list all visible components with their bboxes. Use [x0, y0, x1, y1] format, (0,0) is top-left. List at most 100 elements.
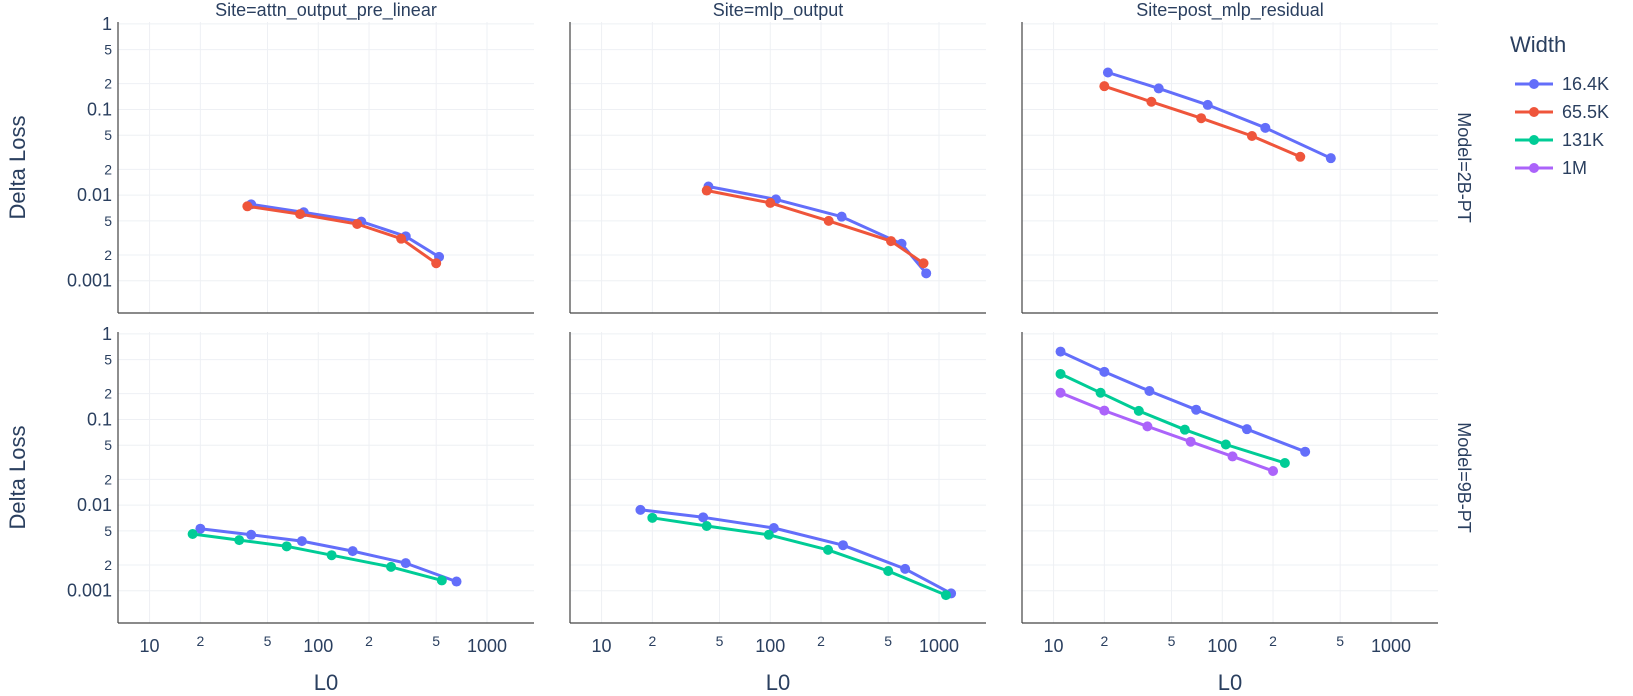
x-minor-tick-label: 2 [648, 633, 656, 649]
panel-r1-c2 [1021, 332, 1438, 624]
y-minor-tick-label: 2 [104, 471, 112, 487]
x-minor-tick-label: 5 [1336, 633, 1344, 649]
x-tick-label: 1000 [467, 636, 507, 656]
y-tick-label: 0.1 [87, 409, 112, 429]
data-point-16.4K [347, 546, 358, 557]
x-tick-label: 1000 [919, 636, 959, 656]
y-minor-tick-label: 2 [104, 76, 112, 92]
series-line-131K [652, 516, 947, 597]
data-point-1M [1055, 387, 1066, 398]
x-minor-tick-label: 2 [196, 633, 204, 649]
data-point-1M [1142, 421, 1153, 432]
data-point-65.5K [242, 201, 253, 212]
data-point-16.4K [400, 558, 411, 569]
data-point-65.5K [352, 218, 363, 229]
column-title: Site=mlp_output [713, 0, 844, 21]
legend-label: 16.4K [1562, 74, 1609, 94]
y-minor-tick-label: 2 [104, 386, 112, 402]
data-point-131K [1095, 387, 1106, 398]
series-line-65.5K [706, 189, 925, 265]
x-axis-title: L0 [766, 670, 790, 695]
x-tick-label: 1000 [1371, 636, 1411, 656]
series-line-16.4K [1059, 350, 1306, 454]
y-tick-label: 0.1 [87, 99, 112, 119]
data-point-65.5K [886, 236, 897, 247]
data-point-1M [1099, 405, 1110, 416]
x-tick-label: 10 [140, 636, 160, 656]
y-axis-title: Delta Loss [5, 116, 30, 220]
data-point-65.5K [396, 233, 407, 244]
data-point-16.4K [1055, 346, 1066, 357]
data-point-131K [187, 528, 198, 539]
series-line-1M [1059, 391, 1274, 473]
data-point-131K [234, 535, 245, 546]
data-point-16.4K [900, 563, 911, 574]
x-axis-title: L0 [314, 670, 338, 695]
x-minor-tick-label: 5 [264, 633, 272, 649]
y-tick-label: 1 [102, 14, 112, 34]
panel-r0-c2 [1021, 22, 1438, 314]
data-point-1M [1268, 466, 1279, 477]
data-point-131K [326, 550, 337, 561]
x-minor-tick-label: 2 [1269, 633, 1277, 649]
data-point-131K [701, 521, 712, 532]
y-minor-tick-label: 2 [104, 557, 112, 573]
series-line-16.4K [640, 508, 952, 595]
data-point-131K [436, 575, 447, 586]
data-point-16.4K [1153, 83, 1164, 94]
y-minor-tick-label: 2 [104, 161, 112, 177]
x-tick-label: 100 [1207, 636, 1237, 656]
y-tick-label: 0.01 [77, 185, 112, 205]
data-point-16.4K [296, 536, 307, 547]
y-minor-tick-label: 5 [104, 127, 112, 143]
panel-r0-c1 [569, 22, 986, 314]
data-point-65.5K [823, 215, 834, 226]
x-minor-tick-label: 2 [365, 633, 373, 649]
column-title: Site=attn_output_pre_linear [215, 0, 437, 21]
legend-swatch-marker [1529, 107, 1539, 117]
data-point-65.5K [1146, 96, 1157, 107]
data-point-65.5K [1295, 151, 1306, 162]
legend-title: Width [1510, 32, 1566, 57]
legend-swatch-marker [1529, 163, 1539, 173]
y-tick-label: 0.01 [77, 495, 112, 515]
x-minor-tick-label: 5 [716, 633, 724, 649]
y-minor-tick-label: 5 [104, 437, 112, 453]
series-line-131K [192, 532, 443, 582]
legend-swatch-marker [1529, 135, 1539, 145]
series-line-16.4K [1107, 71, 1332, 160]
data-point-16.4K [921, 268, 932, 279]
data-point-16.4K [1202, 99, 1213, 110]
y-minor-tick-label: 5 [104, 352, 112, 368]
data-point-131K [1220, 439, 1231, 450]
data-point-131K [763, 529, 774, 540]
series-line-16.4K [200, 527, 458, 584]
x-minor-tick-label: 5 [884, 633, 892, 649]
data-point-16.4K [698, 512, 709, 523]
series-line-16.4K [708, 185, 928, 275]
data-point-131K [883, 565, 894, 576]
y-tick-label: 0.001 [67, 271, 112, 291]
y-tick-label: 0.001 [67, 581, 112, 601]
data-point-16.4K [246, 529, 257, 540]
data-point-65.5K [918, 258, 929, 269]
data-point-65.5K [765, 197, 776, 208]
x-tick-label: 100 [755, 636, 785, 656]
y-minor-tick-label: 5 [104, 42, 112, 58]
data-point-65.5K [431, 258, 442, 269]
x-minor-tick-label: 2 [1100, 633, 1108, 649]
data-point-1M [1227, 451, 1238, 462]
legend-label: 1M [1562, 158, 1587, 178]
data-point-16.4K [1300, 446, 1311, 457]
x-axis-title: L0 [1218, 670, 1242, 695]
legend-label: 65.5K [1562, 102, 1609, 122]
row-label: Model=9B-PT [1454, 422, 1474, 533]
y-tick-label: 1 [102, 324, 112, 344]
data-point-65.5K [1099, 81, 1110, 92]
x-minor-tick-label: 5 [432, 633, 440, 649]
row-label: Model=2B-PT [1454, 112, 1474, 223]
data-point-131K [823, 544, 834, 555]
data-point-16.4K [1241, 424, 1252, 435]
data-point-65.5K [701, 185, 712, 196]
